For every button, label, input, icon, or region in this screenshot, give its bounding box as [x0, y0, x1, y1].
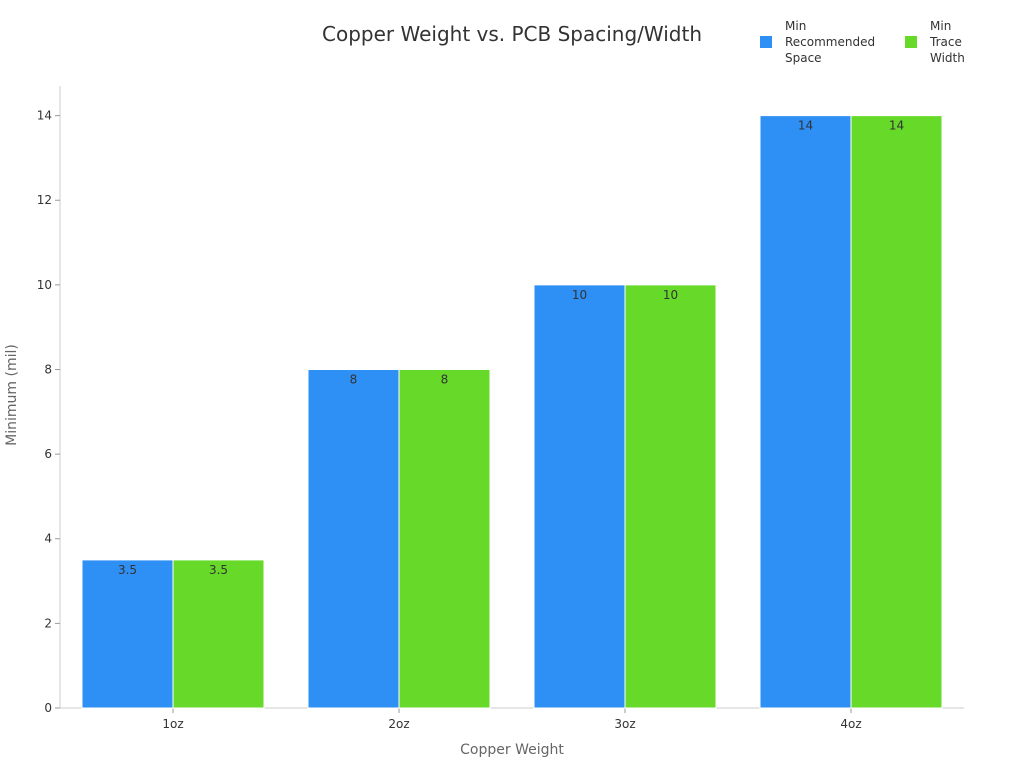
legend: Min Recommended Space Min Trace Width	[760, 18, 970, 66]
data-label: 14	[889, 119, 904, 133]
y-tick-label: 12	[37, 193, 52, 207]
x-tick-label: 4oz	[840, 717, 861, 731]
chart-title: Copper Weight vs. PCB Spacing/Width	[322, 22, 702, 46]
bar	[759, 115, 852, 709]
data-label: 8	[441, 372, 449, 386]
legend-label-min-trace-width: Min Trace Width	[930, 19, 965, 65]
bar	[624, 284, 717, 709]
bar	[398, 368, 491, 709]
legend-swatch-min-recommended-space	[760, 36, 772, 48]
y-tick-label: 10	[37, 278, 52, 292]
legend-item-min-trace-width: Min Trace Width	[905, 18, 970, 66]
data-label: 10	[663, 288, 678, 302]
bar	[850, 115, 943, 709]
y-tick-label: 6	[44, 447, 52, 461]
x-axis-label: Copper Weight	[460, 742, 564, 758]
y-tick-label: 0	[44, 701, 52, 715]
data-label: 8	[350, 372, 358, 386]
y-tick-label: 14	[37, 109, 52, 123]
legend-swatch-min-trace-width	[905, 36, 917, 48]
y-tick-label: 4	[44, 532, 52, 546]
bar	[307, 368, 400, 709]
y-tick-label: 8	[44, 362, 52, 376]
bar	[81, 559, 174, 709]
bar	[533, 284, 626, 709]
data-label: 14	[798, 119, 813, 133]
x-tick-label: 3oz	[614, 717, 635, 731]
x-tick-label: 1oz	[162, 717, 183, 731]
data-label: 10	[572, 288, 587, 302]
x-tick-label: 2oz	[388, 717, 409, 731]
data-label: 3.5	[209, 563, 228, 577]
legend-item-min-recommended-space: Min Recommended Space	[760, 18, 885, 66]
y-tick-label: 2	[44, 616, 52, 630]
y-axis-label: Minimum (mil)	[4, 344, 20, 446]
bar	[172, 559, 265, 709]
legend-label-min-recommended-space: Min Recommended Space	[785, 19, 876, 65]
data-label: 3.5	[118, 563, 137, 577]
